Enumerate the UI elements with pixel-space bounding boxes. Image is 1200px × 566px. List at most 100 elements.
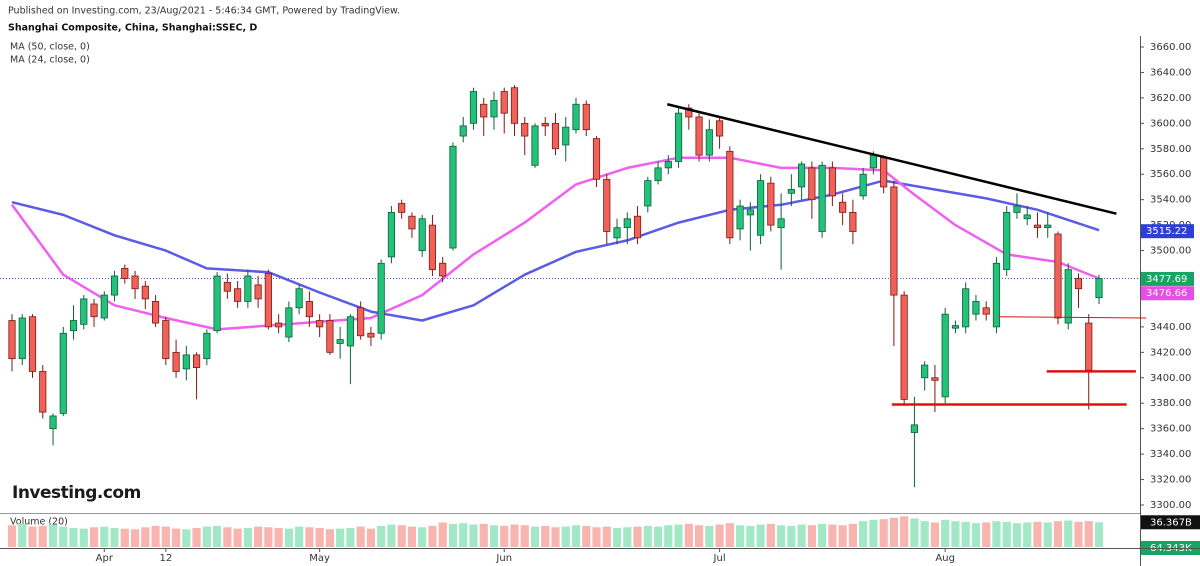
moving-average xyxy=(10,156,1100,331)
volume-bar xyxy=(489,525,499,547)
moving-average xyxy=(11,179,1100,322)
x-tick-label: Jul xyxy=(713,553,726,564)
annotation-line xyxy=(998,316,1147,319)
volume-bar xyxy=(602,526,611,547)
x-tick-label: Aug xyxy=(935,553,955,564)
candle-body xyxy=(715,120,724,137)
volume-bar xyxy=(520,525,529,547)
candle-body xyxy=(746,209,754,216)
candle-body xyxy=(869,154,877,169)
candle-body xyxy=(480,103,488,118)
volume-bar xyxy=(777,525,786,547)
candle-body xyxy=(757,180,765,236)
candle-body xyxy=(551,122,560,150)
candle-body xyxy=(316,320,324,328)
candle-body xyxy=(859,173,867,197)
candle-body xyxy=(398,203,406,213)
x-tick-label: 12 xyxy=(159,553,172,564)
volume-bar xyxy=(910,518,919,547)
price-label: 3477.69 xyxy=(1146,274,1187,285)
candle-body xyxy=(767,182,775,226)
volume-bar xyxy=(223,527,232,547)
volume-bar xyxy=(623,527,632,547)
volume-bar xyxy=(438,522,447,547)
y-tick-label: 3420.00 xyxy=(1150,347,1191,358)
candle-body xyxy=(213,275,221,332)
volume-bar xyxy=(500,525,509,547)
volume-bar xyxy=(930,522,940,547)
volume-bar xyxy=(961,521,970,547)
candle-body xyxy=(695,116,703,156)
candle-body xyxy=(1064,269,1072,324)
volume-bar xyxy=(1002,521,1011,547)
candle-body xyxy=(726,150,734,239)
y-tick-label: 3440.00 xyxy=(1150,322,1191,333)
candle-body xyxy=(1044,224,1052,229)
candle-body xyxy=(654,167,662,181)
volume-bar xyxy=(182,529,191,547)
candle-body xyxy=(849,211,857,232)
y-tick-label: 3640.00 xyxy=(1150,67,1191,78)
volume-bar xyxy=(407,526,417,547)
volume-bar xyxy=(1033,521,1042,547)
legend-entry: MA (24, close, 0) xyxy=(10,55,90,66)
volume-bar xyxy=(315,527,324,547)
candle-body xyxy=(449,145,457,249)
volume-bar xyxy=(694,525,704,547)
candle-body xyxy=(162,320,170,360)
candle-body xyxy=(18,317,26,360)
volume-bar xyxy=(69,527,78,547)
candle-body xyxy=(305,301,313,318)
candle-body xyxy=(1023,214,1031,220)
candle-body xyxy=(223,281,231,292)
volume-bar xyxy=(243,527,252,547)
volume-bar xyxy=(992,521,1001,547)
volume-bar xyxy=(612,527,622,547)
volume-bar xyxy=(284,528,293,547)
volume-bar xyxy=(120,528,129,547)
candle-body xyxy=(787,189,795,194)
volume-bar xyxy=(428,525,437,547)
chart-title: Shanghai Composite, China, Shanghai:SSEC… xyxy=(8,23,257,34)
volume-bar xyxy=(1094,522,1104,547)
candle-body xyxy=(500,91,508,114)
legend-entry: MA (50, close, 0) xyxy=(10,42,90,53)
annotation-line xyxy=(666,103,1117,215)
y-tick-label: 3380.00 xyxy=(1150,398,1191,409)
candle-body xyxy=(582,103,590,131)
y-tick-label: 3360.00 xyxy=(1150,424,1191,435)
y-tick-label: 3400.00 xyxy=(1150,373,1191,384)
volume-bar xyxy=(818,523,827,547)
candle-body xyxy=(633,215,642,239)
candle-body xyxy=(254,284,262,300)
volume-bar xyxy=(1084,521,1093,547)
volume-bar xyxy=(89,527,99,547)
candle-body xyxy=(531,125,539,166)
volume-bar xyxy=(274,527,283,547)
volume-bar xyxy=(838,525,847,547)
volume-bar xyxy=(705,525,714,547)
volume-bar xyxy=(1023,522,1032,547)
volume-bar xyxy=(561,526,570,547)
candle-body xyxy=(490,100,498,118)
candle-body xyxy=(387,211,396,258)
volume-bar xyxy=(582,525,591,547)
time-axis-bg xyxy=(0,549,1140,566)
candle-body xyxy=(572,103,580,131)
candle-body xyxy=(346,316,354,347)
candle-body xyxy=(295,288,303,309)
volume-bar xyxy=(264,527,273,547)
candle-body xyxy=(59,332,67,414)
volume-title: Volume (20) xyxy=(10,517,68,528)
volume-bar xyxy=(38,525,47,547)
volume-bar xyxy=(192,527,201,547)
volume-bar xyxy=(151,525,160,547)
candle-body xyxy=(377,262,385,334)
candle-body xyxy=(234,288,242,302)
volume-bar xyxy=(397,525,406,547)
volume-bar xyxy=(951,521,960,547)
candle-body xyxy=(623,218,631,229)
candle-body xyxy=(49,415,57,430)
candle-body xyxy=(603,178,611,232)
